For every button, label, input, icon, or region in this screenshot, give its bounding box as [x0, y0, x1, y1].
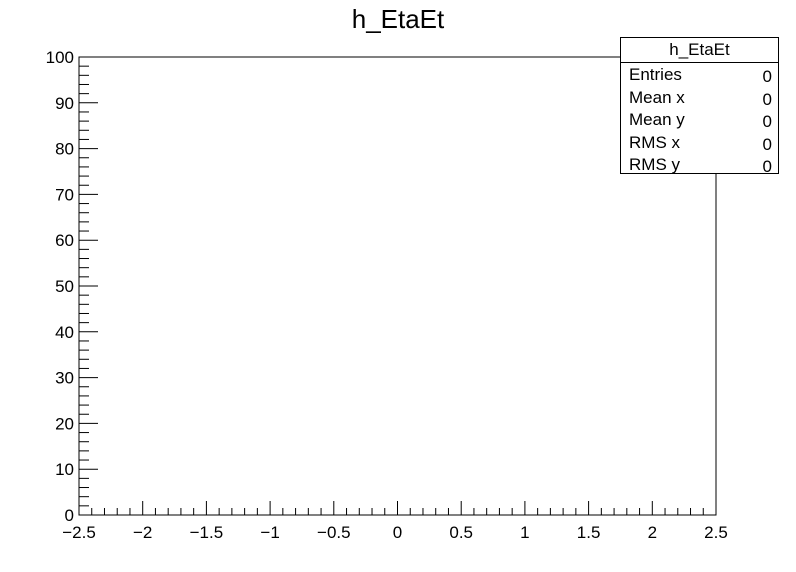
- y-tick-label: 60: [55, 231, 74, 250]
- x-tick-labels: −2.5 −2 −1.5 −1 −0.5 0 0.5 1 1.5 2 2.5: [62, 523, 728, 542]
- y-tick-label: 20: [55, 414, 74, 433]
- stats-label: RMS y: [629, 155, 680, 174]
- y-tick-label: 0: [65, 506, 74, 525]
- stats-label: Mean y: [629, 110, 685, 129]
- stats-row-rms-y: RMS y 0: [621, 153, 778, 176]
- x-tick-label: 1.5: [577, 523, 601, 542]
- stats-row-mean-y: Mean y 0: [621, 108, 778, 131]
- x-tick-label: 2.5: [704, 523, 728, 542]
- stats-row-mean-x: Mean x 0: [621, 86, 778, 109]
- y-tick-label: 90: [55, 94, 74, 113]
- y-tick-label: 30: [55, 369, 74, 388]
- y-tick-label: 10: [55, 460, 74, 479]
- chart-title: h_EtaEt: [351, 4, 445, 34]
- x-tick-label: 0.5: [449, 523, 473, 542]
- stats-box: h_EtaEt Entries 0 Mean x 0 Mean y 0 RMS …: [620, 37, 779, 176]
- stats-row-entries: Entries 0: [621, 63, 778, 86]
- x-tick-label: −2: [133, 523, 152, 542]
- x-tick-label: −1.5: [190, 523, 224, 542]
- stats-row-rms-x: RMS x 0: [621, 131, 778, 154]
- x-tick-label: −0.5: [317, 523, 351, 542]
- y-tick-label: 40: [55, 323, 74, 342]
- x-tick-label: 0: [393, 523, 402, 542]
- stats-value: 0: [762, 89, 772, 109]
- x-tick-label: 1: [520, 523, 529, 542]
- y-tick-label: 50: [55, 277, 74, 296]
- axis-ticks: [78, 56, 717, 516]
- y-tick-label: 80: [55, 140, 74, 159]
- y-tick-label: 100: [46, 48, 74, 67]
- stats-label: RMS x: [629, 132, 680, 152]
- stats-label: Entries: [629, 65, 682, 84]
- stats-value: 0: [762, 67, 772, 86]
- y-tick-label: 70: [55, 185, 74, 204]
- y-tick-labels: 0 10 20 30 40 50 60 70 80 90 100: [46, 48, 74, 525]
- stats-value: 0: [762, 134, 772, 154]
- x-tick-label: 2: [648, 523, 657, 542]
- stats-label: Mean x: [629, 87, 685, 107]
- stats-value: 0: [762, 157, 772, 176]
- x-tick-label: −2.5: [62, 523, 96, 542]
- stats-title: h_EtaEt: [621, 38, 778, 63]
- x-tick-label: −1: [260, 523, 279, 542]
- stats-value: 0: [762, 112, 772, 131]
